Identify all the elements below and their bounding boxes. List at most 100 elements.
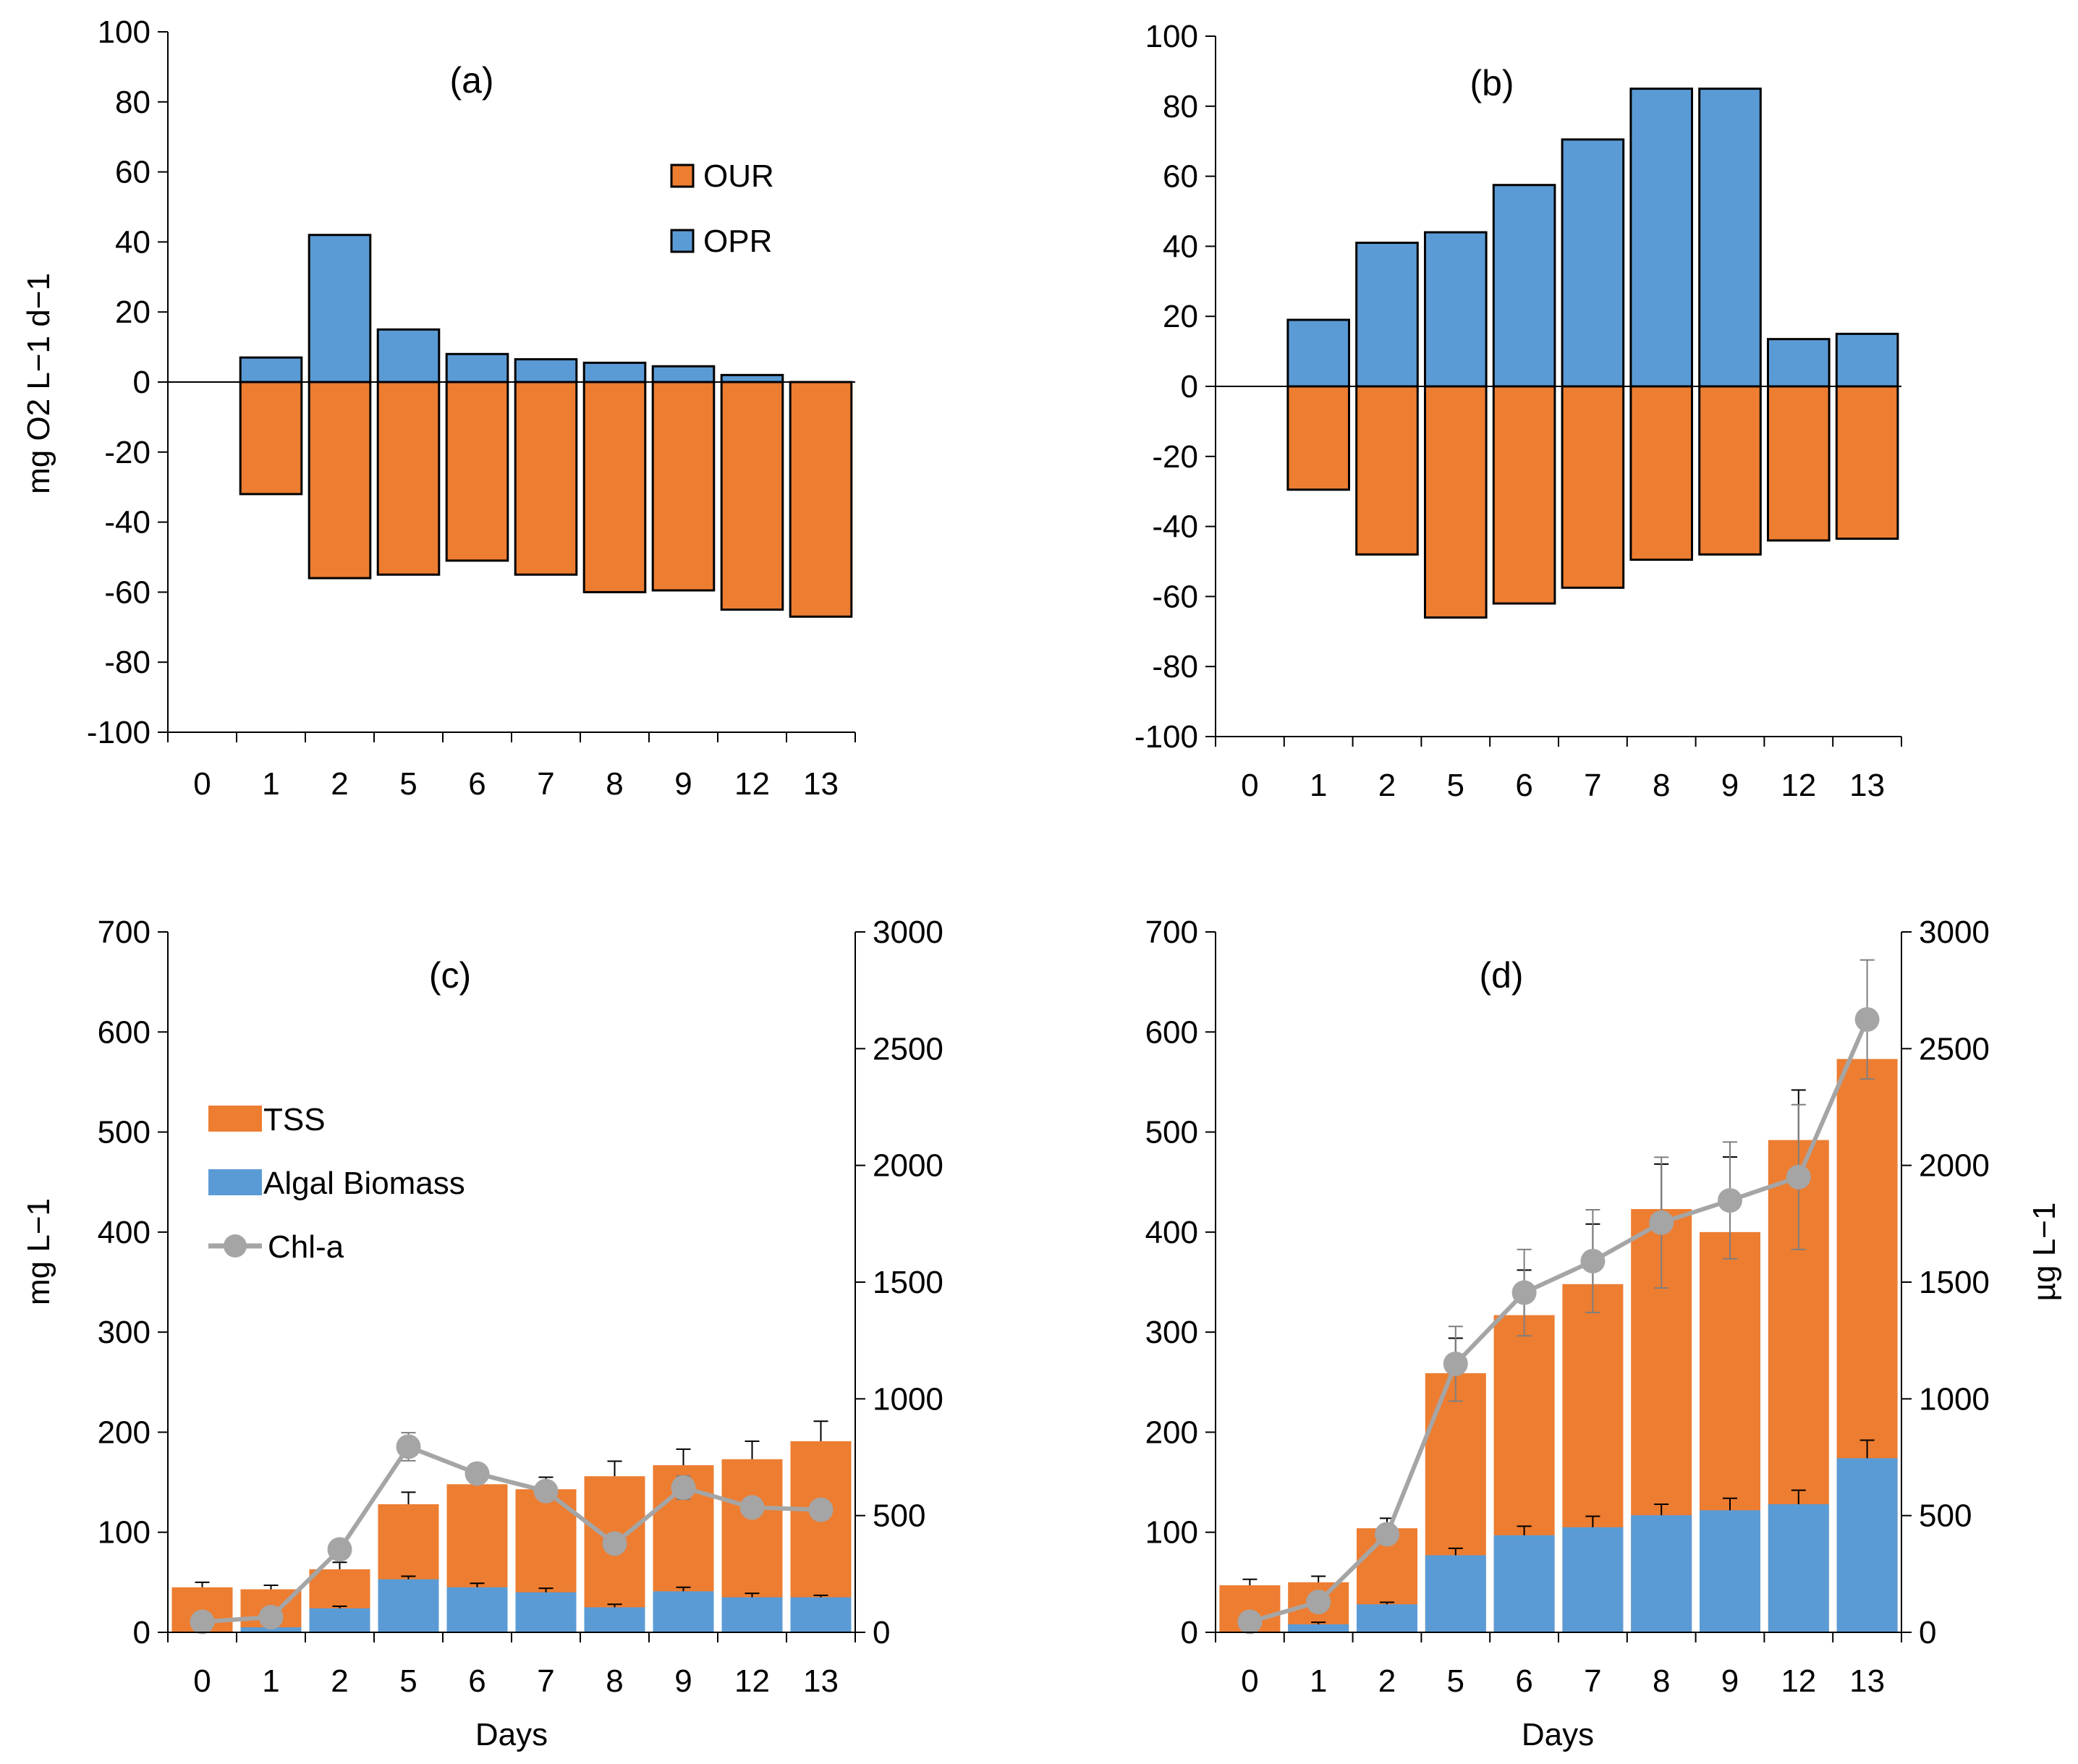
x-tick-label: 5: [399, 766, 417, 802]
bar-opr: [1424, 231, 1488, 388]
bar-opr: [1492, 184, 1556, 388]
x-tick-label: 8: [1653, 1663, 1670, 1699]
y-tick-label: 700: [1145, 915, 1198, 950]
y-tick-label: 0: [1181, 369, 1198, 404]
bar-our: [1492, 385, 1556, 605]
bar-algal-biomass: [584, 1607, 645, 1632]
y-tick-label: 60: [115, 155, 150, 190]
legend-marker-chla: [224, 1234, 247, 1258]
y2-tick-label: 2500: [873, 1031, 943, 1067]
y-tick-label: 60: [1163, 159, 1198, 195]
bar-our: [1629, 385, 1693, 561]
legend-c: TSS Algal Biomass Chl-a: [208, 1102, 465, 1265]
y-tick-label: 100: [98, 1515, 150, 1551]
point-chl-a: [533, 1478, 559, 1504]
bar-our: [514, 381, 578, 576]
legend-a: OUR OPR: [670, 158, 774, 259]
y2-tick-label: 1500: [873, 1265, 943, 1300]
y2-tick-label: 500: [873, 1498, 925, 1534]
y-tick-label: -80: [104, 645, 150, 680]
y-axis-title-c: mg L−1: [21, 1198, 56, 1305]
x-tick-label: 8: [606, 766, 623, 802]
y-tick-label: -20: [104, 435, 150, 470]
legend-swatch-tss: [208, 1106, 262, 1132]
plot-c: 7006005004003002001000300025002000150010…: [98, 915, 943, 1699]
x-tick-label: 9: [1721, 1663, 1739, 1699]
x-tick-label: 2: [1378, 768, 1396, 803]
x-axis-title-d: Days: [1522, 1717, 1594, 1752]
bar-algal-biomass: [515, 1592, 577, 1632]
x-tick-label: 13: [803, 1663, 839, 1699]
bar-our: [376, 381, 441, 576]
bar-opr: [1286, 318, 1351, 388]
bar-our: [239, 381, 303, 496]
point-chl-a: [602, 1531, 627, 1556]
bar-our: [1698, 385, 1762, 556]
x-tick-label: 1: [1310, 768, 1327, 803]
y-tick-label: 100: [1145, 1515, 1198, 1551]
x-tick-label: 5: [1447, 768, 1464, 803]
y-tick-label: 40: [115, 224, 150, 260]
point-chl-a: [1580, 1248, 1606, 1273]
x-tick-label: 12: [734, 1663, 770, 1699]
y-tick-label: -40: [104, 505, 150, 540]
y2-tick-label: 0: [873, 1615, 890, 1650]
bar-opr: [376, 328, 441, 383]
bar-algal-biomass: [1562, 1527, 1624, 1632]
bar-our: [1835, 385, 1899, 540]
x-tick-label: 2: [1378, 1663, 1396, 1699]
point-chl-a: [1718, 1188, 1742, 1213]
x-tick-label: 7: [537, 1663, 554, 1699]
y2-tick-label: 2500: [1919, 1031, 1990, 1067]
x-tick-label: 6: [1515, 1663, 1532, 1699]
point-chl-a: [1511, 1280, 1537, 1305]
bar-algal-biomass: [1425, 1555, 1486, 1632]
y-tick-label: -100: [87, 715, 150, 750]
bar-algal-biomass: [378, 1579, 439, 1632]
y2-tick-label: 1000: [1919, 1381, 1990, 1417]
bar-algal-biomass: [240, 1627, 302, 1632]
bar-algal-biomass: [790, 1597, 852, 1632]
bar-algal-biomass: [653, 1591, 714, 1632]
x-tick-label: 1: [1310, 1663, 1327, 1699]
point-chl-a: [1237, 1609, 1263, 1634]
x-tick-label: 13: [1849, 1663, 1885, 1699]
point-chl-a: [1854, 1007, 1880, 1032]
x-tick-label: 6: [1515, 768, 1532, 803]
bar-our: [1767, 385, 1831, 542]
point-chl-a: [396, 1434, 421, 1459]
bar-opr: [514, 358, 578, 383]
x-tick-label: 5: [1447, 1663, 1464, 1699]
y2-tick-label: 0: [1919, 1615, 1936, 1650]
x-tick-label: 8: [1653, 768, 1670, 803]
bar-opr: [239, 356, 303, 383]
x-tick-label: 12: [1781, 1663, 1816, 1699]
y-tick-label: -20: [1152, 439, 1198, 475]
point-chl-a: [465, 1461, 490, 1486]
y-tick-label: 80: [115, 85, 150, 120]
x-tick-label: 0: [193, 1663, 211, 1699]
point-chl-a: [1786, 1164, 1811, 1190]
x-tick-label: 12: [1781, 768, 1816, 803]
y-tick-label: 80: [1163, 89, 1198, 124]
x-tick-label: 7: [1584, 1663, 1601, 1699]
x-tick-label: 1: [262, 766, 279, 802]
point-chl-a: [808, 1497, 834, 1522]
x-tick-label: 9: [674, 766, 692, 802]
y-tick-label: 300: [98, 1315, 150, 1350]
bar-algal-biomass: [721, 1597, 783, 1632]
y2-tick-label: 1000: [873, 1381, 943, 1417]
x-tick-label: 13: [1849, 768, 1885, 803]
x-tick-label: 7: [1584, 768, 1601, 803]
bar-our: [651, 381, 716, 592]
point-chl-a: [1649, 1210, 1674, 1235]
x-tick-label: 7: [537, 766, 554, 802]
y-tick-label: 100: [98, 14, 150, 50]
panel-label-d: (d): [1479, 955, 1523, 996]
bar-algal-biomass: [309, 1608, 370, 1632]
line-chl-a: [202, 1443, 821, 1624]
bar-opr: [308, 234, 372, 383]
